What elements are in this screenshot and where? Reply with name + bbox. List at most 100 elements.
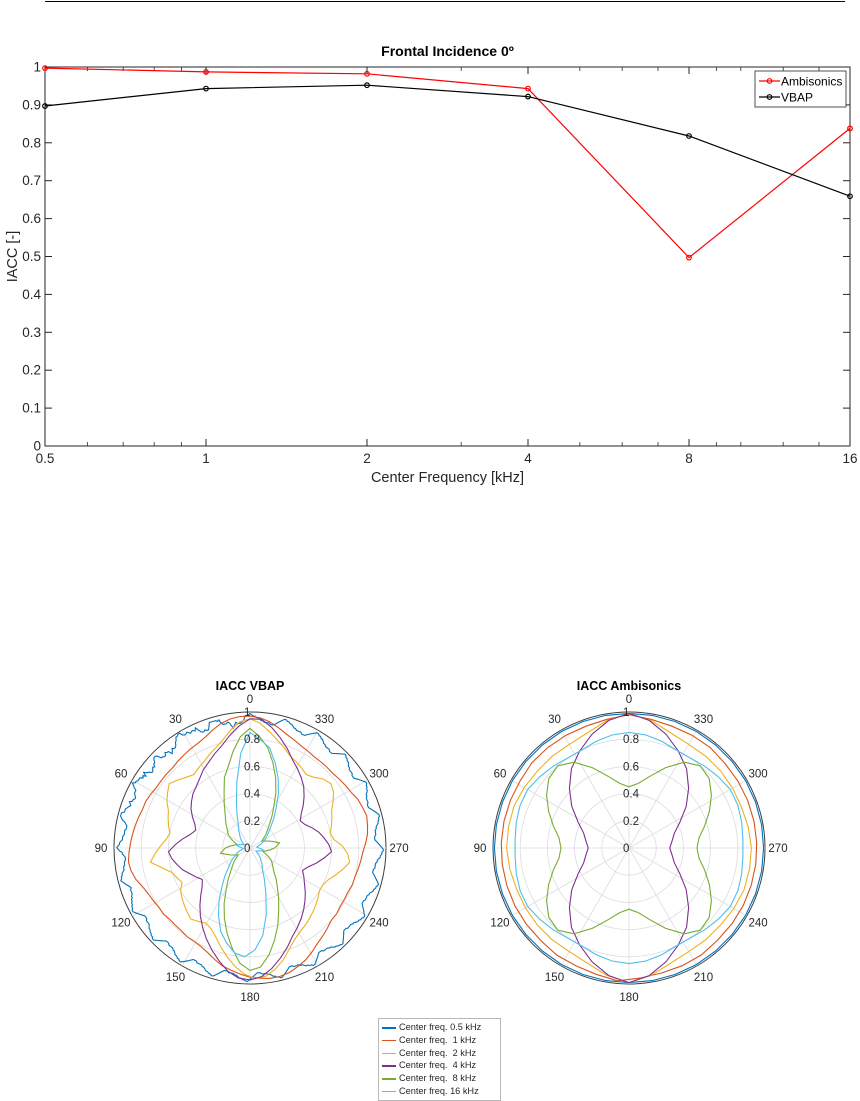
polar-series — [500, 714, 758, 982]
polar-theta-label: 90 — [474, 843, 487, 855]
series-line-vbap — [44, 84, 851, 197]
polar-theta-label: 30 — [169, 714, 182, 726]
data-point — [203, 85, 209, 92]
polar-theta-label: 240 — [369, 918, 388, 930]
top-rule — [45, 1, 845, 2]
y-axis-label: IACC [-] — [5, 231, 21, 283]
polar-spoke — [249, 779, 368, 849]
data-point — [847, 193, 853, 200]
polar-theta-label: 210 — [694, 972, 713, 984]
polar-spoke — [628, 730, 698, 849]
data-point — [525, 85, 531, 92]
line-chart: 0.5 1 2 4 8 16 0 0.1 0.2 0.3 0.4 0.5 0.6 0.7 0.8 0.9 1 Fr… — [5, 43, 858, 486]
x-tick-label: 4 — [524, 451, 532, 466]
polar-legend: Center freq. 0.5 kHz Center freq. 1 kHz Ce… — [378, 1018, 501, 1101]
polar-r-tick-label: 0 — [244, 843, 250, 855]
y-tick-label: 0 — [33, 439, 41, 454]
legend-label: VBAP — [781, 91, 813, 105]
polar-theta-label: 30 — [548, 714, 561, 726]
polar-r-tick-label: 0 — [623, 843, 629, 855]
data-point — [686, 254, 692, 261]
polar-spoke — [249, 847, 319, 966]
polar-spoke — [511, 847, 630, 917]
polar-r-tick-label: 0.6 — [623, 761, 639, 773]
polar-legend-item: Center freq. 0.5 kHz — [379, 1021, 500, 1034]
y-tick-label: 0.9 — [22, 97, 41, 112]
polar-theta-label: 150 — [545, 972, 564, 984]
polar-series — [115, 712, 384, 982]
polar-spoke — [249, 847, 368, 917]
polar-legend-swatch — [382, 1027, 396, 1029]
polar-legend-swatch — [382, 1078, 396, 1080]
y-tick-label: 0.1 — [22, 401, 41, 416]
polar-theta-label: 300 — [369, 769, 388, 781]
polar-series — [568, 712, 690, 984]
polar-legend-label: Center freq. 1 kHz — [399, 1034, 477, 1045]
polar-theta-label: 330 — [694, 714, 713, 726]
polar-title: IACC VBAP — [216, 679, 285, 693]
polar-spoke — [560, 730, 630, 849]
polar-theta-label: 270 — [768, 843, 787, 855]
polar-spoke — [181, 847, 251, 966]
polar-theta-label: 60 — [494, 769, 507, 781]
polar-theta-label: 60 — [115, 769, 128, 781]
polar-theta-label: 180 — [619, 992, 638, 1004]
polar-series — [546, 761, 712, 935]
polar-legend-label: Center freq. 0.5 kHz — [399, 1022, 482, 1032]
data-point — [525, 93, 531, 100]
polar-legend-label: Center freq. 4 kHz — [399, 1060, 477, 1071]
y-tick-label: 0.4 — [22, 287, 41, 302]
polar-r-tick-label: 0.8 — [623, 734, 639, 746]
polar-legend-item: Center freq. 4 kHz — [379, 1059, 500, 1072]
plot-area — [44, 66, 851, 447]
polar-chart-2: 00.20.40.60.8103060901201501802102402703… — [474, 679, 788, 1004]
polar-r-tick-label: 0.2 — [623, 816, 639, 828]
polar-legend-item: Center freq. 1 kHz — [379, 1034, 500, 1047]
y-tick-label: 0.8 — [22, 135, 41, 150]
polar-series — [514, 731, 744, 965]
chart-title: Frontal Incidence 0º — [381, 43, 514, 59]
polar-legend-label: Center freq. 2 kHz — [399, 1047, 477, 1058]
polar-theta-label: 240 — [748, 918, 767, 930]
polar-series — [149, 718, 351, 980]
y-tick-label: 0.6 — [22, 211, 41, 226]
polar-theta-label: 270 — [389, 843, 408, 855]
polar-r-tick-label: 0.4 — [623, 789, 640, 801]
x-tick-label: 1 — [202, 451, 210, 466]
polar-chart-1: 00.20.40.60.8103060901201501802102402703… — [95, 679, 409, 1004]
data-point — [42, 103, 48, 109]
polar-legend-swatch — [382, 1090, 396, 1093]
polar-spoke — [628, 779, 747, 849]
x-tick-label: 8 — [685, 451, 693, 466]
polar-legend-item: Center freq. 16 kHz — [379, 1085, 500, 1098]
legend-label: Ambisonics — [781, 75, 842, 89]
polar-legend-label: Center freq. 8 kHz — [399, 1073, 477, 1084]
polar-spoke — [628, 847, 698, 966]
polar-series — [127, 715, 369, 979]
polar-theta-label: 180 — [240, 992, 259, 1004]
data-point — [847, 125, 853, 132]
polar-spoke — [560, 847, 630, 966]
polar-spoke — [132, 779, 251, 849]
y-tick-label: 0.2 — [22, 363, 41, 378]
polar-legend-swatch — [382, 1039, 396, 1042]
polar-spoke — [511, 779, 630, 849]
polar-legend-item: Center freq. 8 kHz — [379, 1072, 500, 1085]
polar-r-tick-label: 1 — [623, 707, 629, 719]
polar-theta-label: 120 — [490, 918, 509, 930]
polar-series — [167, 718, 333, 981]
polar-r-tick-label: 0.6 — [244, 761, 260, 773]
polar-r-tick-label: 0.2 — [244, 816, 260, 828]
polar-charts: 00.20.40.60.8103060901201501802102402703… — [95, 679, 788, 1004]
y-tick-label: 0.3 — [22, 325, 41, 340]
polar-legend-label: Center freq. 16 kHz — [399, 1085, 479, 1096]
polar-r-tick-label: 1 — [244, 707, 250, 719]
polar-series — [219, 727, 281, 972]
polar-legend-swatch — [382, 1052, 396, 1055]
polar-theta-label: 0 — [626, 694, 632, 706]
polar-theta-label: 90 — [95, 843, 108, 855]
polar-series — [217, 731, 279, 958]
legend: Ambisonics VBAP — [754, 70, 847, 108]
data-point — [203, 69, 209, 75]
polar-spoke — [132, 847, 251, 917]
